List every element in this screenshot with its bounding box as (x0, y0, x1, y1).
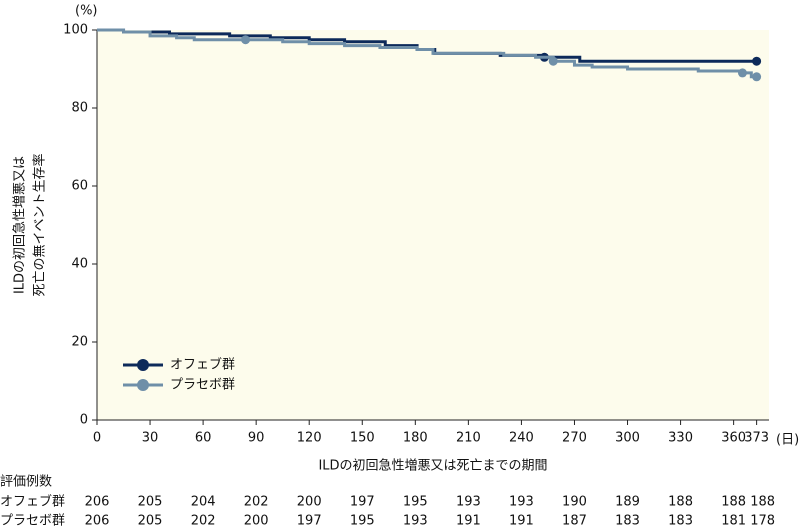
risk-count: 188 (721, 495, 746, 510)
risk-count: 193 (403, 514, 428, 529)
risk-count: 200 (244, 514, 269, 529)
risk-count: 206 (85, 495, 110, 510)
risk-count: 195 (403, 495, 428, 510)
y-tick-label: 0 (80, 413, 88, 428)
risk-count: 183 (668, 514, 693, 529)
risk-count: 181 (721, 514, 746, 529)
x-tick-label: 330 (668, 431, 693, 446)
x-tick-label: 30 (142, 431, 159, 446)
risk-count: 195 (350, 514, 375, 529)
y-tick-label: 60 (71, 179, 88, 194)
y-unit: (%) (75, 4, 98, 19)
risk-count: 188 (750, 495, 775, 510)
risk-count: 205 (138, 514, 163, 529)
censor-mark (241, 35, 251, 45)
x-tick-label: 300 (615, 431, 640, 446)
x-tick-label: 60 (195, 431, 212, 446)
risk-row-name: プラセボ群 (0, 514, 65, 529)
risk-count: 193 (509, 495, 534, 510)
risk-count: 193 (456, 495, 481, 510)
risk-count: 178 (750, 514, 775, 529)
x-tick-label: 270 (562, 431, 587, 446)
y-tick-label: 20 (71, 335, 88, 350)
legend-marker (137, 379, 149, 391)
survival-curve (97, 28, 757, 79)
risk-count: 205 (138, 495, 163, 510)
y-tick-label: 80 (71, 101, 88, 116)
x-tick-label: 240 (509, 431, 534, 446)
x-tick-label: 180 (403, 431, 428, 446)
x-tick-label: 90 (248, 431, 265, 446)
y-tick-label: 40 (71, 257, 88, 272)
risk-count: 190 (562, 495, 587, 510)
risk-count: 202 (244, 495, 269, 510)
censor-mark (752, 56, 762, 66)
legend-label: プラセボ群 (170, 378, 235, 393)
legend-marker (137, 359, 149, 371)
y-axis-label: 死亡の無イベント生存率 (32, 153, 48, 296)
y-axis-label: ILDの初回急性増悪又は (13, 156, 28, 294)
x-tick-label: 360 (721, 431, 746, 446)
risk-count: 183 (615, 514, 640, 529)
risk-count: 191 (509, 514, 534, 529)
risk-count: 197 (297, 514, 322, 529)
x-tick-label: 210 (456, 431, 481, 446)
risk-count: 202 (191, 514, 216, 529)
plot-area (97, 30, 769, 420)
x-axis-label: ILDの初回急性増悪又は死亡までの期間 (318, 459, 547, 474)
risk-count: 188 (668, 495, 693, 510)
risk-count: 200 (297, 495, 322, 510)
censor-mark (752, 72, 762, 82)
legend-label: オフェブ群 (170, 357, 235, 373)
censor-mark (737, 68, 747, 78)
risk-count: 189 (615, 495, 640, 510)
risk-count: 187 (562, 514, 587, 529)
x-tick-label: 150 (350, 431, 375, 446)
x-unit: (日) (776, 433, 799, 448)
censor-mark (548, 56, 558, 66)
risk-row-name: オフェブ群 (0, 494, 65, 510)
risk-count: 204 (191, 495, 216, 510)
risk-count: 191 (456, 514, 481, 529)
x-tick-label: 373 (744, 431, 769, 446)
x-tick-label: 0 (93, 431, 101, 446)
risk-count: 197 (350, 495, 375, 510)
y-tick-label: 100 (63, 23, 88, 38)
risk-table-title: 評価例数 (0, 475, 52, 490)
risk-count: 206 (85, 514, 110, 529)
x-tick-label: 120 (297, 431, 322, 446)
